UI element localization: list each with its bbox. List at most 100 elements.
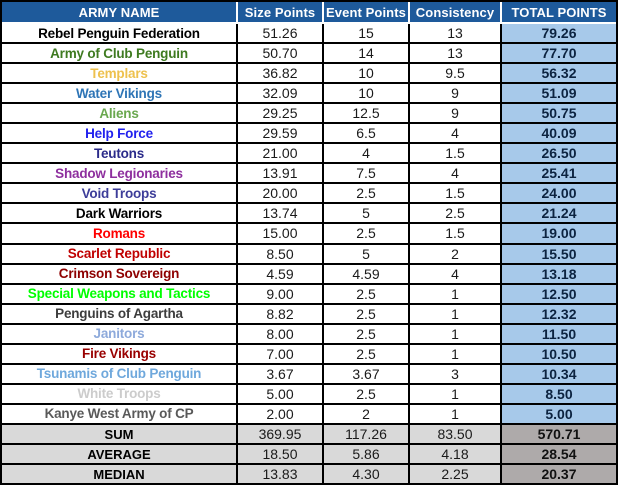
consistency-cell: 3 — [410, 364, 502, 385]
table-row: Special Weapons and Tactics 9.00 2.5 1 12.50 — [2, 284, 616, 305]
event-points-cell: 14 — [324, 44, 410, 65]
army-name-cell: Dark Warriors — [2, 204, 238, 225]
consistency-cell: 1 — [410, 344, 502, 365]
total-points-cell: 50.75 — [502, 104, 616, 125]
summary-size-cell: 13.83 — [238, 465, 324, 483]
consistency-cell: 2 — [410, 244, 502, 265]
consistency-cell: 9 — [410, 104, 502, 125]
table-row: Romans 15.00 2.5 1.5 19.00 — [2, 224, 616, 245]
table-row: Templars 36.82 10 9.5 56.32 — [2, 64, 616, 85]
total-points-cell: 10.50 — [502, 344, 616, 365]
event-points-cell: 2.5 — [324, 344, 410, 365]
table-row: Aliens 29.25 12.5 9 50.75 — [2, 104, 616, 125]
size-points-cell: 21.00 — [238, 144, 324, 165]
event-points-cell: 15 — [324, 24, 410, 45]
table-row: Shadow Legionaries 13.91 7.5 4 25.41 — [2, 164, 616, 185]
summary-total-cell: 28.54 — [502, 445, 616, 466]
summary-consistency-cell: 4.18 — [410, 445, 502, 466]
total-points-cell: 8.50 — [502, 384, 616, 405]
total-points-cell: 26.50 — [502, 144, 616, 165]
total-points-cell: 5.00 — [502, 404, 616, 426]
total-points-cell: 21.24 — [502, 204, 616, 225]
army-name-cell: Penguins of Agartha — [2, 304, 238, 325]
army-name-cell: Rebel Penguin Federation — [2, 24, 238, 45]
summary-label-cell: AVERAGE — [2, 445, 238, 466]
army-name-cell: Shadow Legionaries — [2, 164, 238, 185]
summary-event-cell: 4.30 — [324, 465, 410, 483]
consistency-cell: 1 — [410, 404, 502, 426]
total-points-cell: 13.18 — [502, 264, 616, 285]
consistency-cell: 9 — [410, 84, 502, 105]
table-row: Janitors 8.00 2.5 1 11.50 — [2, 324, 616, 345]
event-points-cell: 5 — [324, 244, 410, 265]
event-points-cell: 12.5 — [324, 104, 410, 125]
size-points-cell: 15.00 — [238, 224, 324, 245]
summary-consistency-cell: 83.50 — [410, 425, 502, 446]
summary-row-median: MEDIAN 13.83 4.30 2.25 20.37 — [2, 465, 616, 483]
table-row: Scarlet Republic 8.50 5 2 15.50 — [2, 244, 616, 265]
column-header-total-points: TOTAL POINTS — [502, 2, 616, 24]
column-header-consistency: Consistency — [410, 2, 502, 24]
table-row: Help Force 29.59 6.5 4 40.09 — [2, 124, 616, 145]
consistency-cell: 4 — [410, 124, 502, 145]
total-points-cell: 77.70 — [502, 44, 616, 65]
column-header-size-points: Size Points — [238, 2, 324, 24]
total-points-cell: 11.50 — [502, 324, 616, 345]
size-points-cell: 32.09 — [238, 84, 324, 105]
event-points-cell: 3.67 — [324, 364, 410, 385]
summary-label-cell: SUM — [2, 425, 238, 446]
column-header-event-points: Event Points — [324, 2, 410, 24]
size-points-cell: 8.50 — [238, 244, 324, 265]
summary-size-cell: 369.95 — [238, 425, 324, 446]
table-row: Rebel Penguin Federation 51.26 15 13 79.26 — [2, 24, 616, 45]
army-name-cell: Kanye West Army of CP — [2, 404, 238, 426]
size-points-cell: 36.82 — [238, 64, 324, 85]
header-row: ARMY NAME Size Points Event Points Consi… — [2, 2, 616, 24]
army-name-cell: Special Weapons and Tactics — [2, 284, 238, 305]
summary-size-cell: 18.50 — [238, 445, 324, 466]
consistency-cell: 9.5 — [410, 64, 502, 85]
summary-consistency-cell: 2.25 — [410, 465, 502, 483]
consistency-cell: 4 — [410, 164, 502, 185]
table-row: Dark Warriors 13.74 5 2.5 21.24 — [2, 204, 616, 225]
summary-event-cell: 117.26 — [324, 425, 410, 446]
size-points-cell: 3.67 — [238, 364, 324, 385]
event-points-cell: 2.5 — [324, 184, 410, 205]
total-points-cell: 24.00 — [502, 184, 616, 205]
size-points-cell: 5.00 — [238, 384, 324, 405]
table-row: Teutons 21.00 4 1.5 26.50 — [2, 144, 616, 165]
consistency-cell: 1 — [410, 324, 502, 345]
table-row: Water Vikings 32.09 10 9 51.09 — [2, 84, 616, 105]
total-points-cell: 12.32 — [502, 304, 616, 325]
size-points-cell: 29.59 — [238, 124, 324, 145]
summary-label-cell: MEDIAN — [2, 465, 238, 483]
event-points-cell: 2.5 — [324, 324, 410, 345]
event-points-cell: 4 — [324, 144, 410, 165]
army-name-cell: Water Vikings — [2, 84, 238, 105]
size-points-cell: 29.25 — [238, 104, 324, 125]
table-row: Army of Club Penguin 50.70 14 13 77.70 — [2, 44, 616, 65]
army-name-cell: Crimson Sovereign — [2, 264, 238, 285]
size-points-cell: 8.00 — [238, 324, 324, 345]
total-points-cell: 40.09 — [502, 124, 616, 145]
consistency-cell: 1.5 — [410, 144, 502, 165]
size-points-cell: 8.82 — [238, 304, 324, 325]
total-points-cell: 10.34 — [502, 364, 616, 385]
size-points-cell: 13.74 — [238, 204, 324, 225]
army-name-cell: Fire Vikings — [2, 344, 238, 365]
army-rows: Rebel Penguin Federation 51.26 15 13 79.26 Ar… — [2, 24, 616, 426]
event-points-cell: 2.5 — [324, 284, 410, 305]
event-points-cell: 2.5 — [324, 304, 410, 325]
event-points-cell: 10 — [324, 64, 410, 85]
summary-total-cell: 570.71 — [502, 425, 616, 446]
summary-row-sum: SUM 369.95 117.26 83.50 570.71 — [2, 425, 616, 446]
table-row: Void Troops 20.00 2.5 1.5 24.00 — [2, 184, 616, 205]
event-points-cell: 5 — [324, 204, 410, 225]
event-points-cell: 7.5 — [324, 164, 410, 185]
consistency-cell: 1.5 — [410, 184, 502, 205]
army-name-cell: Romans — [2, 224, 238, 245]
army-name-cell: Help Force — [2, 124, 238, 145]
table-row: Fire Vikings 7.00 2.5 1 10.50 — [2, 344, 616, 365]
event-points-cell: 4.59 — [324, 264, 410, 285]
